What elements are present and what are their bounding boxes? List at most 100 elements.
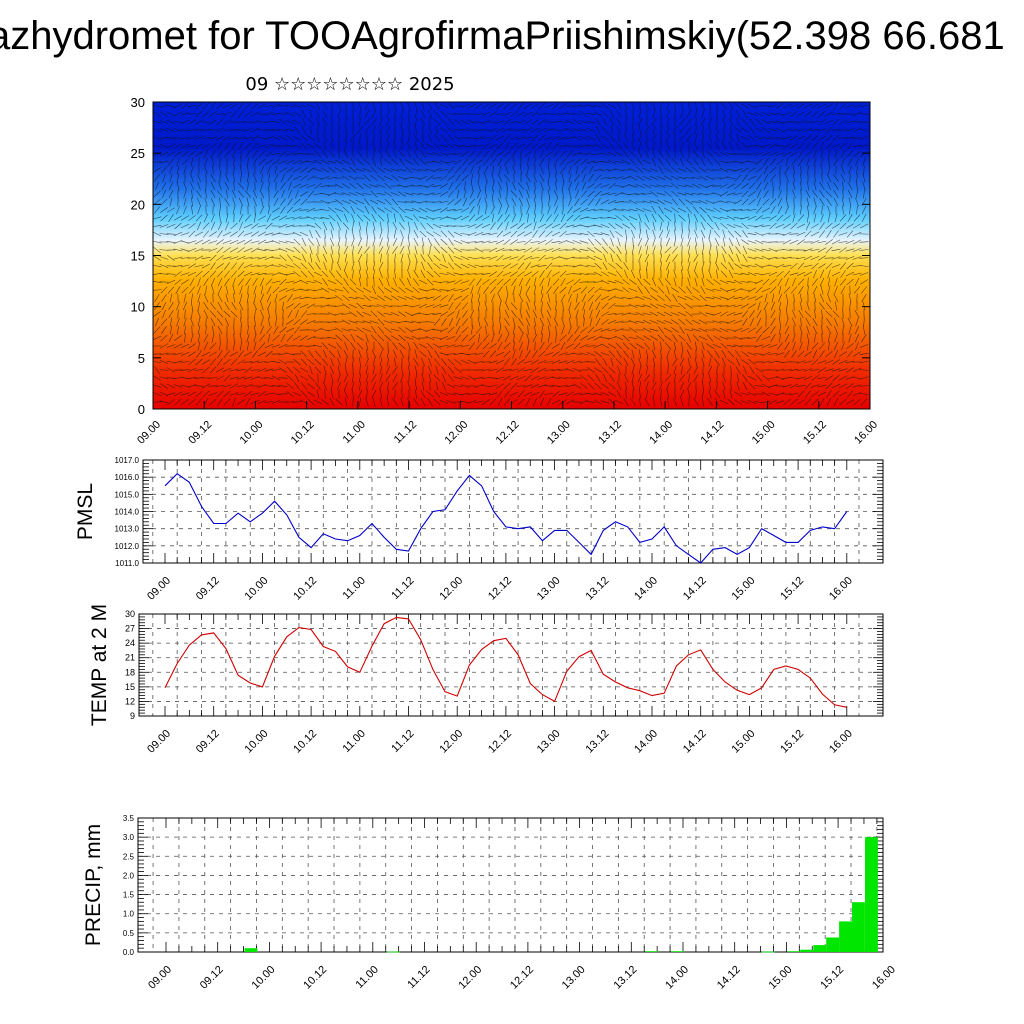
wind-vector bbox=[348, 175, 358, 181]
wind-vector bbox=[623, 350, 629, 358]
wind-vector bbox=[832, 359, 840, 365]
wind-vector bbox=[680, 397, 684, 407]
wind-vector bbox=[853, 150, 861, 158]
wind-vector bbox=[621, 321, 631, 323]
wind-vector bbox=[432, 343, 442, 349]
wind-vector bbox=[418, 185, 428, 187]
wind-vector bbox=[237, 262, 245, 270]
wind-vector bbox=[286, 174, 294, 182]
precip-bar bbox=[852, 902, 865, 952]
wind-vector bbox=[461, 302, 469, 310]
wind-vector bbox=[586, 401, 596, 403]
wind-vector bbox=[420, 150, 426, 158]
wind-vector bbox=[288, 181, 292, 191]
wind-vector bbox=[579, 272, 589, 276]
wind-vector bbox=[377, 167, 385, 173]
wind-vector bbox=[210, 277, 216, 287]
wind-vector bbox=[785, 277, 789, 287]
wind-vector bbox=[292, 136, 302, 140]
wind-vector bbox=[306, 103, 316, 109]
wind-vector bbox=[453, 144, 463, 148]
wind-vector bbox=[728, 102, 734, 111]
wind-vector bbox=[553, 189, 559, 199]
wind-vector bbox=[481, 368, 491, 372]
wind-vector bbox=[335, 199, 343, 205]
wind-vector bbox=[719, 287, 729, 293]
wind-vector bbox=[153, 161, 162, 163]
wind-vector bbox=[819, 350, 825, 358]
wind-vector bbox=[393, 125, 397, 135]
wind-vector bbox=[775, 400, 785, 404]
wind-vector bbox=[859, 249, 869, 251]
wind-vector bbox=[706, 150, 714, 158]
wind-vector bbox=[356, 302, 364, 310]
wind-vector bbox=[635, 207, 645, 213]
wind-vector bbox=[763, 181, 769, 191]
wind-vector bbox=[859, 257, 869, 259]
x-tick-label: 12.00 bbox=[442, 419, 470, 447]
wind-vector bbox=[226, 189, 228, 199]
wind-vector bbox=[800, 165, 802, 175]
wind-vector bbox=[733, 399, 743, 405]
wind-vector bbox=[334, 305, 344, 307]
wind-vector bbox=[223, 350, 231, 358]
wind-vector bbox=[643, 335, 651, 341]
wind-vector bbox=[320, 193, 330, 195]
wind-vector bbox=[223, 135, 231, 141]
wind-vector bbox=[600, 169, 610, 171]
wind-vector bbox=[499, 165, 501, 175]
wind-vector bbox=[447, 190, 455, 198]
wind-vector bbox=[307, 358, 315, 366]
wind-vector bbox=[204, 189, 208, 199]
wind-vector bbox=[253, 173, 257, 183]
wind-vector bbox=[441, 318, 447, 326]
wind-vector bbox=[245, 278, 251, 286]
wind-vector bbox=[623, 150, 629, 158]
wind-vector bbox=[573, 334, 581, 342]
wind-vector bbox=[216, 375, 224, 381]
wind-vector bbox=[534, 325, 536, 335]
wind-vector bbox=[701, 245, 705, 255]
wind-vector bbox=[433, 295, 441, 301]
wind-vector bbox=[355, 321, 365, 323]
wind-vector bbox=[301, 253, 307, 263]
wind-vector bbox=[552, 351, 560, 357]
wind-vector bbox=[593, 143, 603, 149]
wind-vector bbox=[278, 384, 288, 388]
wind-vector bbox=[516, 143, 526, 149]
wind-vector bbox=[243, 121, 253, 123]
wind-vector bbox=[666, 229, 670, 239]
wind-vector bbox=[846, 223, 854, 229]
x-tick-label: 15.00 bbox=[750, 419, 778, 447]
wind-vector bbox=[509, 376, 519, 380]
wind-vector bbox=[328, 167, 336, 173]
wind-vector bbox=[707, 214, 713, 222]
wind-vector bbox=[285, 240, 295, 244]
wind-vector bbox=[674, 141, 676, 151]
wind-vector bbox=[574, 198, 580, 206]
wind-vector bbox=[859, 241, 869, 243]
wind-vector bbox=[720, 191, 728, 197]
wind-vector bbox=[190, 165, 194, 175]
wind-vector bbox=[407, 269, 411, 279]
wind-vector bbox=[287, 198, 293, 206]
wind-vector bbox=[714, 350, 720, 358]
wind-vector bbox=[271, 145, 281, 147]
x-tick-label: 14.00 bbox=[647, 419, 675, 447]
wind-vector bbox=[237, 399, 245, 405]
wind-vector bbox=[841, 317, 845, 327]
wind-vector bbox=[197, 205, 201, 215]
wind-vector bbox=[440, 246, 448, 254]
wind-vector bbox=[260, 173, 264, 183]
wind-vector bbox=[418, 200, 428, 204]
wind-vector bbox=[504, 301, 510, 311]
wind-vector bbox=[159, 151, 169, 157]
wind-vector bbox=[775, 233, 785, 235]
wind-vector bbox=[790, 262, 798, 270]
wind-vector bbox=[509, 368, 519, 372]
wind-vector bbox=[728, 133, 734, 143]
wind-vector bbox=[485, 325, 487, 335]
wind-vector bbox=[447, 374, 455, 382]
wind-vector bbox=[161, 326, 167, 334]
wind-vector bbox=[796, 360, 806, 364]
